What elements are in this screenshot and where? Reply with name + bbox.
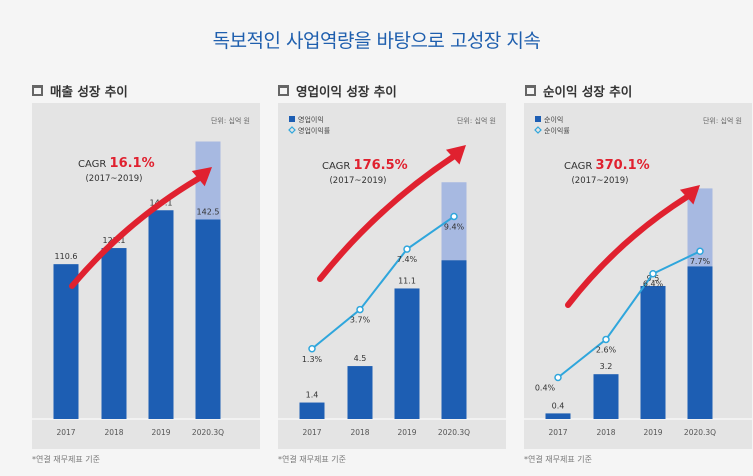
cagr-period: (2017~2019) bbox=[571, 176, 628, 186]
x-tick-label: 2019 bbox=[643, 428, 662, 437]
legend-line-swatch bbox=[534, 126, 542, 134]
bar-forecast-segment bbox=[441, 182, 467, 261]
margin-point bbox=[356, 305, 364, 314]
bar bbox=[299, 402, 325, 419]
margin-value-label: 1.3% bbox=[302, 355, 323, 364]
x-tick-label: 2018 bbox=[350, 428, 369, 437]
cagr-label-text: CAGR bbox=[78, 159, 110, 170]
legend-bar-label: 순이익 bbox=[544, 115, 563, 124]
cagr-arrow-head bbox=[445, 145, 466, 165]
margin-value-label: 0.4% bbox=[535, 383, 556, 392]
chart-panel-background bbox=[524, 103, 752, 449]
x-tick-label: 2020.3Q bbox=[438, 428, 470, 437]
bar bbox=[195, 219, 221, 419]
cagr-value: 176.5% bbox=[354, 158, 408, 173]
panel-header-net-income: 순이익 성장 추이 bbox=[525, 81, 632, 100]
panel-title-revenue: 매출 성장 추이 bbox=[50, 84, 128, 99]
bar bbox=[640, 286, 666, 419]
margin-line bbox=[311, 215, 455, 350]
bar bbox=[441, 260, 467, 419]
bar-value-label: 110.6 bbox=[55, 252, 78, 261]
panel-header-operating-profit: 영업이익 성장 추이 bbox=[278, 81, 397, 100]
cagr-label: CAGR 176.5% bbox=[322, 158, 408, 173]
footnote-operating-profit: *연결 재무제표 기준 bbox=[278, 455, 346, 464]
margin-value-label: 9.4% bbox=[444, 222, 465, 231]
document-icon bbox=[32, 85, 43, 96]
bar bbox=[545, 413, 571, 419]
x-tick-label: 2017 bbox=[548, 428, 567, 437]
footnote-net-income: *연결 재무제표 기준 bbox=[524, 455, 592, 464]
cagr-arrow-shaft bbox=[317, 154, 456, 282]
chart-panel-background bbox=[278, 103, 506, 449]
document-icon bbox=[525, 85, 536, 96]
x-tick-label: 2017 bbox=[302, 428, 321, 437]
margin-value-label: 2.6% bbox=[596, 345, 617, 354]
margin-point bbox=[403, 245, 411, 253]
cagr-arrow-head bbox=[191, 167, 212, 187]
bar bbox=[347, 366, 373, 419]
cagr-arrow-shaft bbox=[565, 194, 690, 308]
margin-point bbox=[554, 373, 562, 382]
margin-point bbox=[602, 335, 610, 344]
bar bbox=[687, 266, 713, 419]
bar-value-label: 142.5 bbox=[197, 208, 220, 217]
x-tick-label: 2017 bbox=[56, 428, 75, 437]
margin-value-label: 6.4% bbox=[643, 280, 664, 289]
x-tick-label: 2019 bbox=[397, 428, 416, 437]
footnote-revenue: *연결 재무제표 기준 bbox=[32, 455, 100, 464]
legend-bar-label: 영업이익 bbox=[298, 115, 324, 124]
cagr-period: (2017~2019) bbox=[329, 176, 386, 186]
revenue-chart: 단위: 십억 원110.62017122.12018149.12019142.5… bbox=[32, 103, 260, 449]
bar-value-label: 0.4 bbox=[552, 401, 565, 410]
x-tick-label: 2018 bbox=[104, 428, 123, 437]
page-title: 독보적인 사업역량을 바탕으로 고성장 지속 bbox=[212, 30, 541, 52]
margin-value-label: 7.7% bbox=[690, 257, 711, 266]
cagr-period: (2017~2019) bbox=[85, 174, 142, 184]
margin-point bbox=[649, 269, 657, 278]
cagr-label-text: CAGR bbox=[564, 161, 596, 172]
bar-value-label: 3.2 bbox=[600, 362, 613, 371]
bar-value-label: 4.5 bbox=[354, 354, 367, 363]
legend-bar-swatch bbox=[535, 116, 541, 122]
cagr-value: 370.1% bbox=[596, 158, 650, 173]
legend-line-swatch bbox=[288, 126, 296, 134]
bar-value-label: 11.1 bbox=[398, 276, 416, 285]
bar bbox=[593, 374, 619, 419]
bar bbox=[148, 210, 174, 419]
bar bbox=[101, 248, 127, 419]
margin-line bbox=[557, 250, 701, 379]
margin-value-label: 3.7% bbox=[350, 316, 371, 325]
cagr-arrow-shaft bbox=[69, 175, 202, 289]
x-tick-label: 2019 bbox=[151, 428, 170, 437]
x-tick-label: 2020.3Q bbox=[684, 428, 716, 437]
cagr-value: 16.1% bbox=[110, 156, 155, 171]
panel-title-operating-profit: 영업이익 성장 추이 bbox=[296, 84, 397, 99]
x-tick-label: 2018 bbox=[596, 428, 615, 437]
x-tick-label: 2020.3Q bbox=[192, 428, 224, 437]
panel-header-revenue: 매출 성장 추이 bbox=[32, 81, 128, 100]
margin-value-label: 7.4% bbox=[397, 255, 418, 264]
document-icon bbox=[278, 85, 289, 96]
cagr-label-text: CAGR bbox=[322, 161, 354, 172]
margin-point bbox=[450, 212, 458, 221]
cagr-label: CAGR 370.1% bbox=[564, 158, 650, 173]
bar bbox=[53, 264, 79, 419]
margin-point bbox=[696, 247, 704, 255]
bar bbox=[394, 288, 420, 419]
cagr-arrow-head bbox=[679, 185, 700, 205]
bar-value-label: 1.4 bbox=[306, 391, 319, 400]
cagr-label: CAGR 16.1% bbox=[78, 156, 155, 171]
unit-label: 단위: 십억 원 bbox=[703, 116, 742, 125]
legend-line-label: 영업이익률 bbox=[298, 126, 331, 135]
legend-line-label: 순이익률 bbox=[544, 126, 570, 135]
unit-label: 단위: 십억 원 bbox=[211, 116, 250, 125]
legend-bar-swatch bbox=[289, 116, 295, 122]
panel-title-net-income: 순이익 성장 추이 bbox=[543, 84, 633, 99]
margin-point bbox=[308, 345, 316, 353]
bar-value-label: 9.5 bbox=[647, 274, 660, 283]
unit-label: 단위: 십억 원 bbox=[457, 116, 496, 125]
